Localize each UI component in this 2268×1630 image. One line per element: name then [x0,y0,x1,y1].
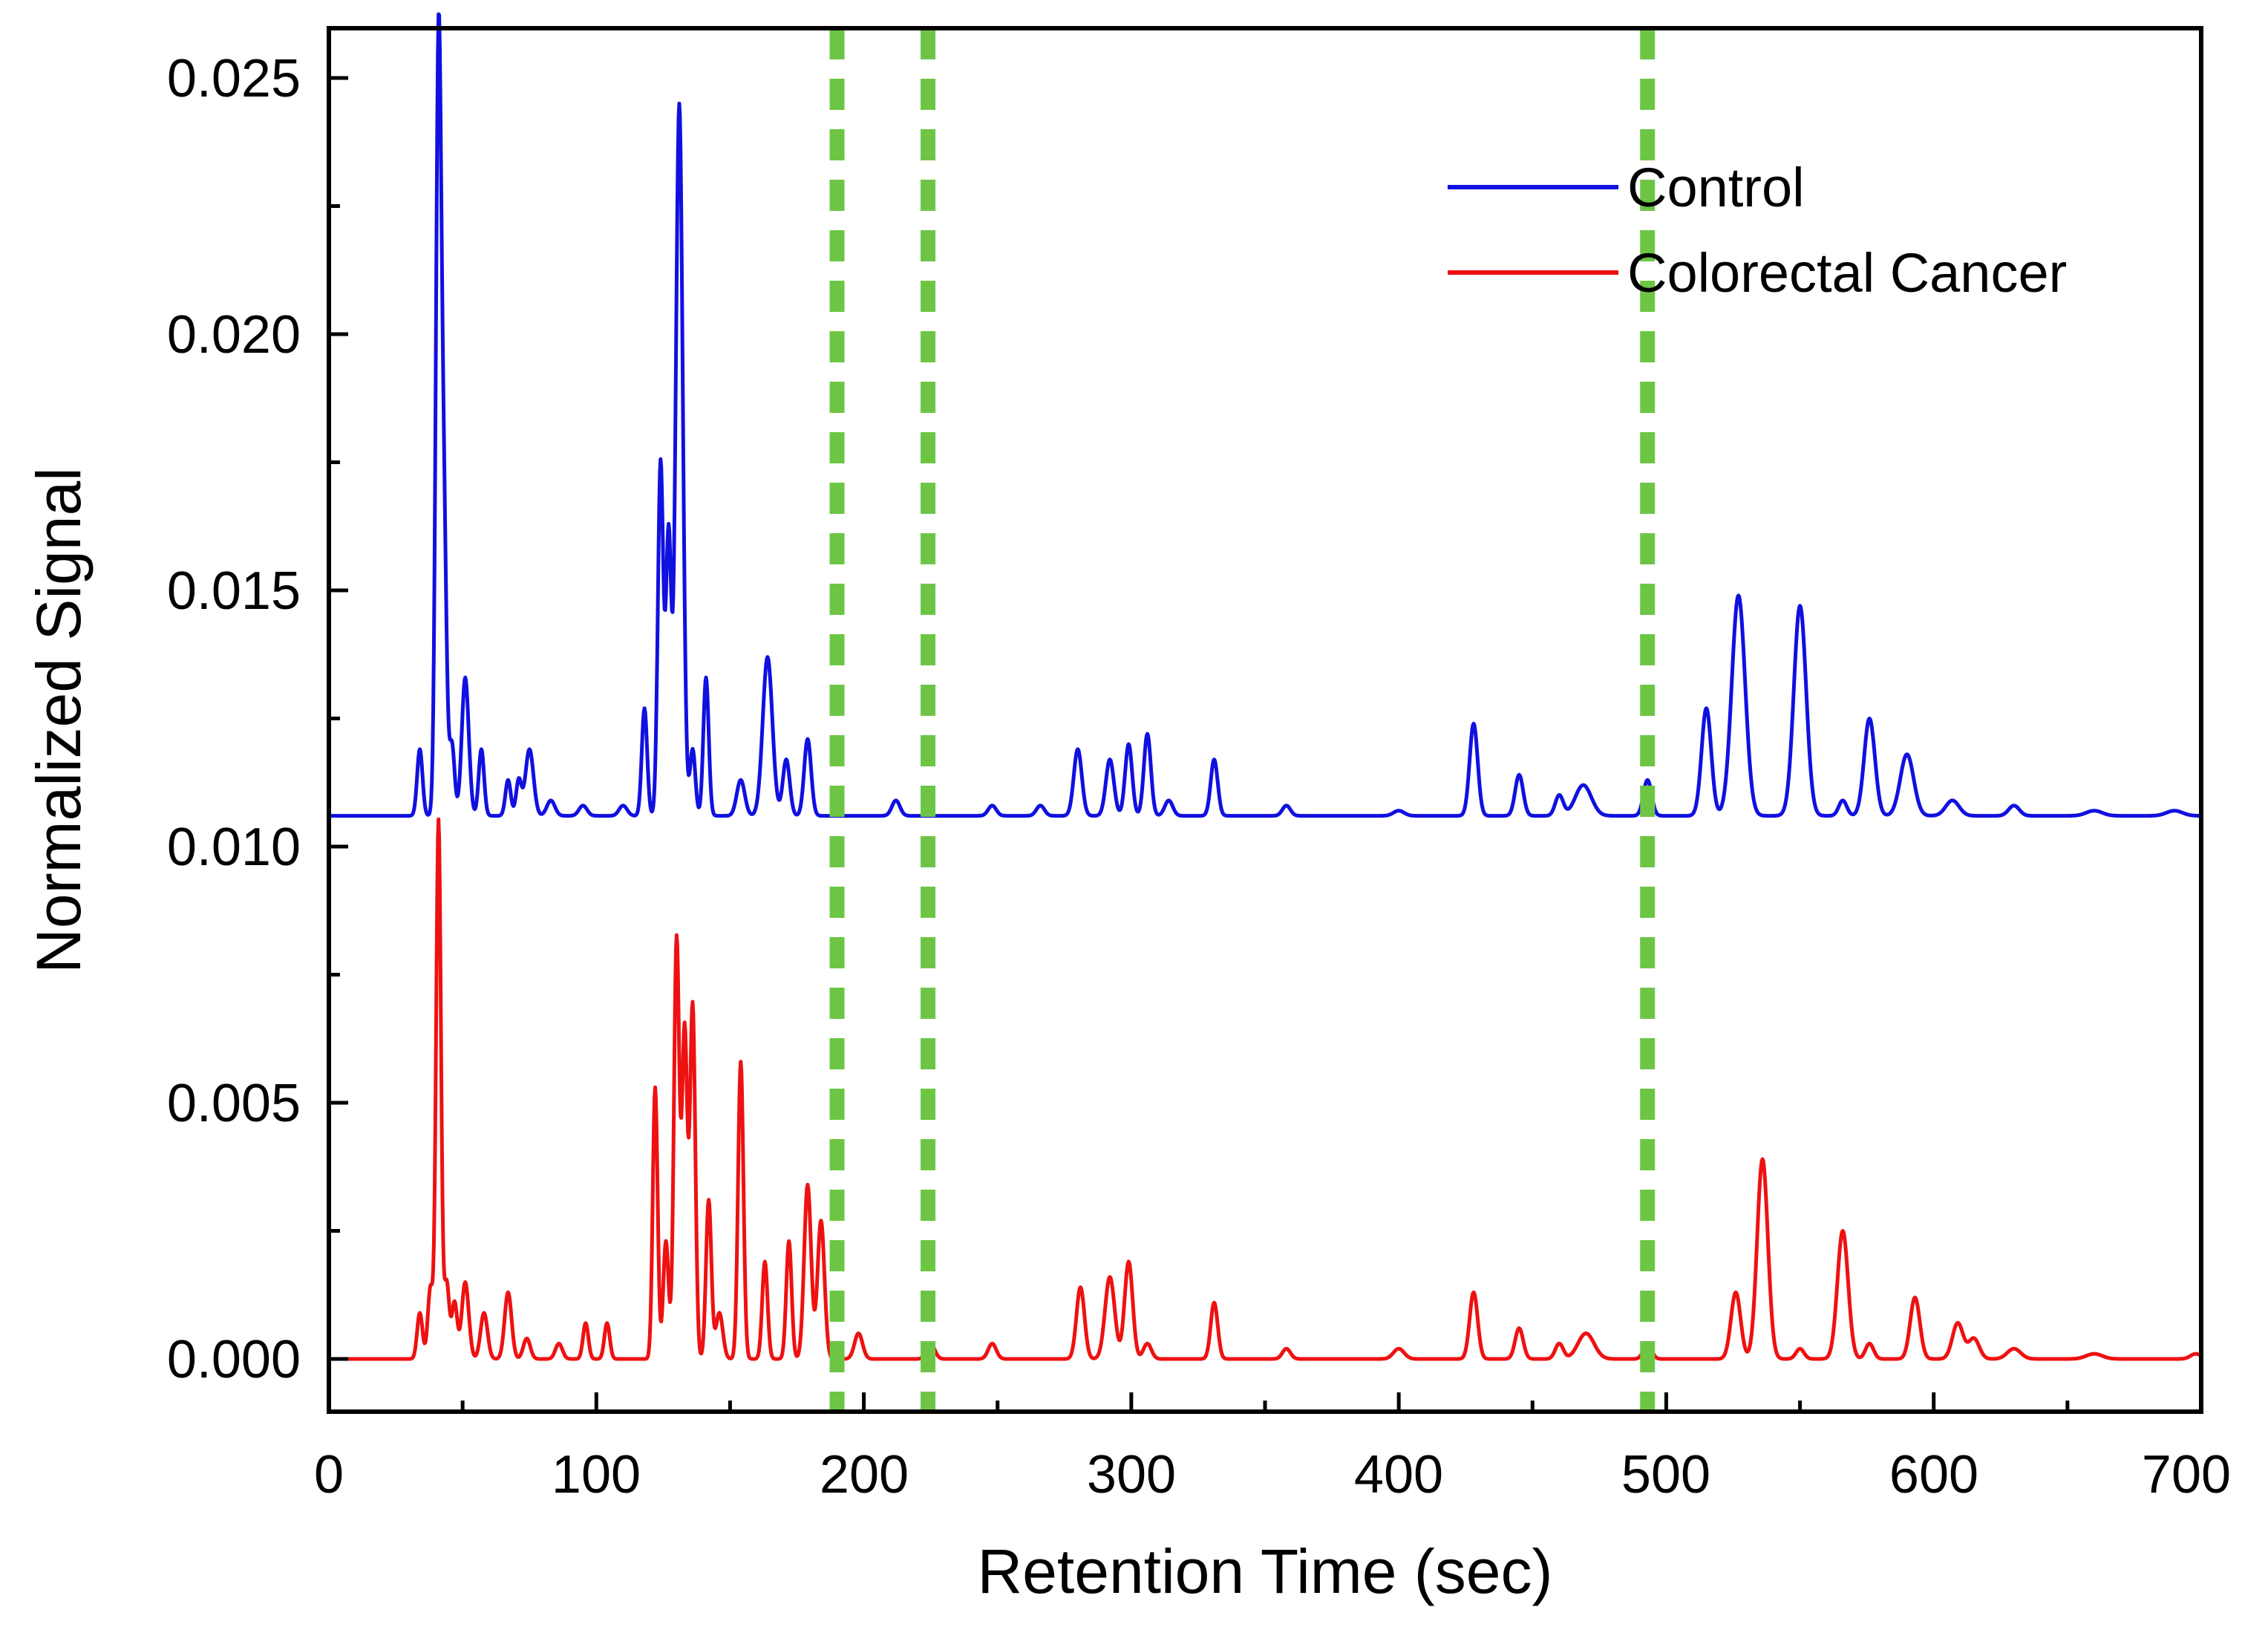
series-line-colorectal-cancer [327,817,2203,1361]
y-tick-label: 0.020 [167,305,301,365]
tick-layer [327,76,2203,1412]
x-tick-label: 700 [2142,1445,2231,1505]
series-line-control [327,12,2203,818]
x-axis-title: Retention Time (sec) [978,1536,1553,1606]
x-tick-label: 100 [552,1445,641,1505]
series-layer [327,12,2203,1361]
x-tick-label: 500 [1621,1445,1710,1505]
x-tick-label: 300 [1087,1445,1176,1505]
legend-label-colorectal-cancer: Colorectal Cancer [1627,242,2067,304]
y-tick-label: 0.025 [167,49,301,108]
y-tick-label: 0.000 [167,1330,301,1389]
x-tick-label: 400 [1354,1445,1443,1505]
legend: Control Colorectal Cancer [1448,157,2067,304]
y-tick-labels: 0.000 0.005 0.010 0.015 0.020 0.025 [167,49,301,1389]
legend-label-control: Control [1627,157,1805,218]
x-tick-label: 0 [314,1445,344,1505]
y-tick-label: 0.015 [167,561,301,621]
y-tick-label: 0.005 [167,1074,301,1133]
x-tick-label: 600 [1889,1445,1978,1505]
y-tick-label: 0.010 [167,818,301,877]
marker-layer [829,28,1656,1412]
x-tick-labels: 0 100 200 300 400 500 600 700 [314,1445,2231,1505]
x-tick-label: 200 [820,1445,909,1505]
y-axis-title: Normalized Signal [24,467,94,974]
